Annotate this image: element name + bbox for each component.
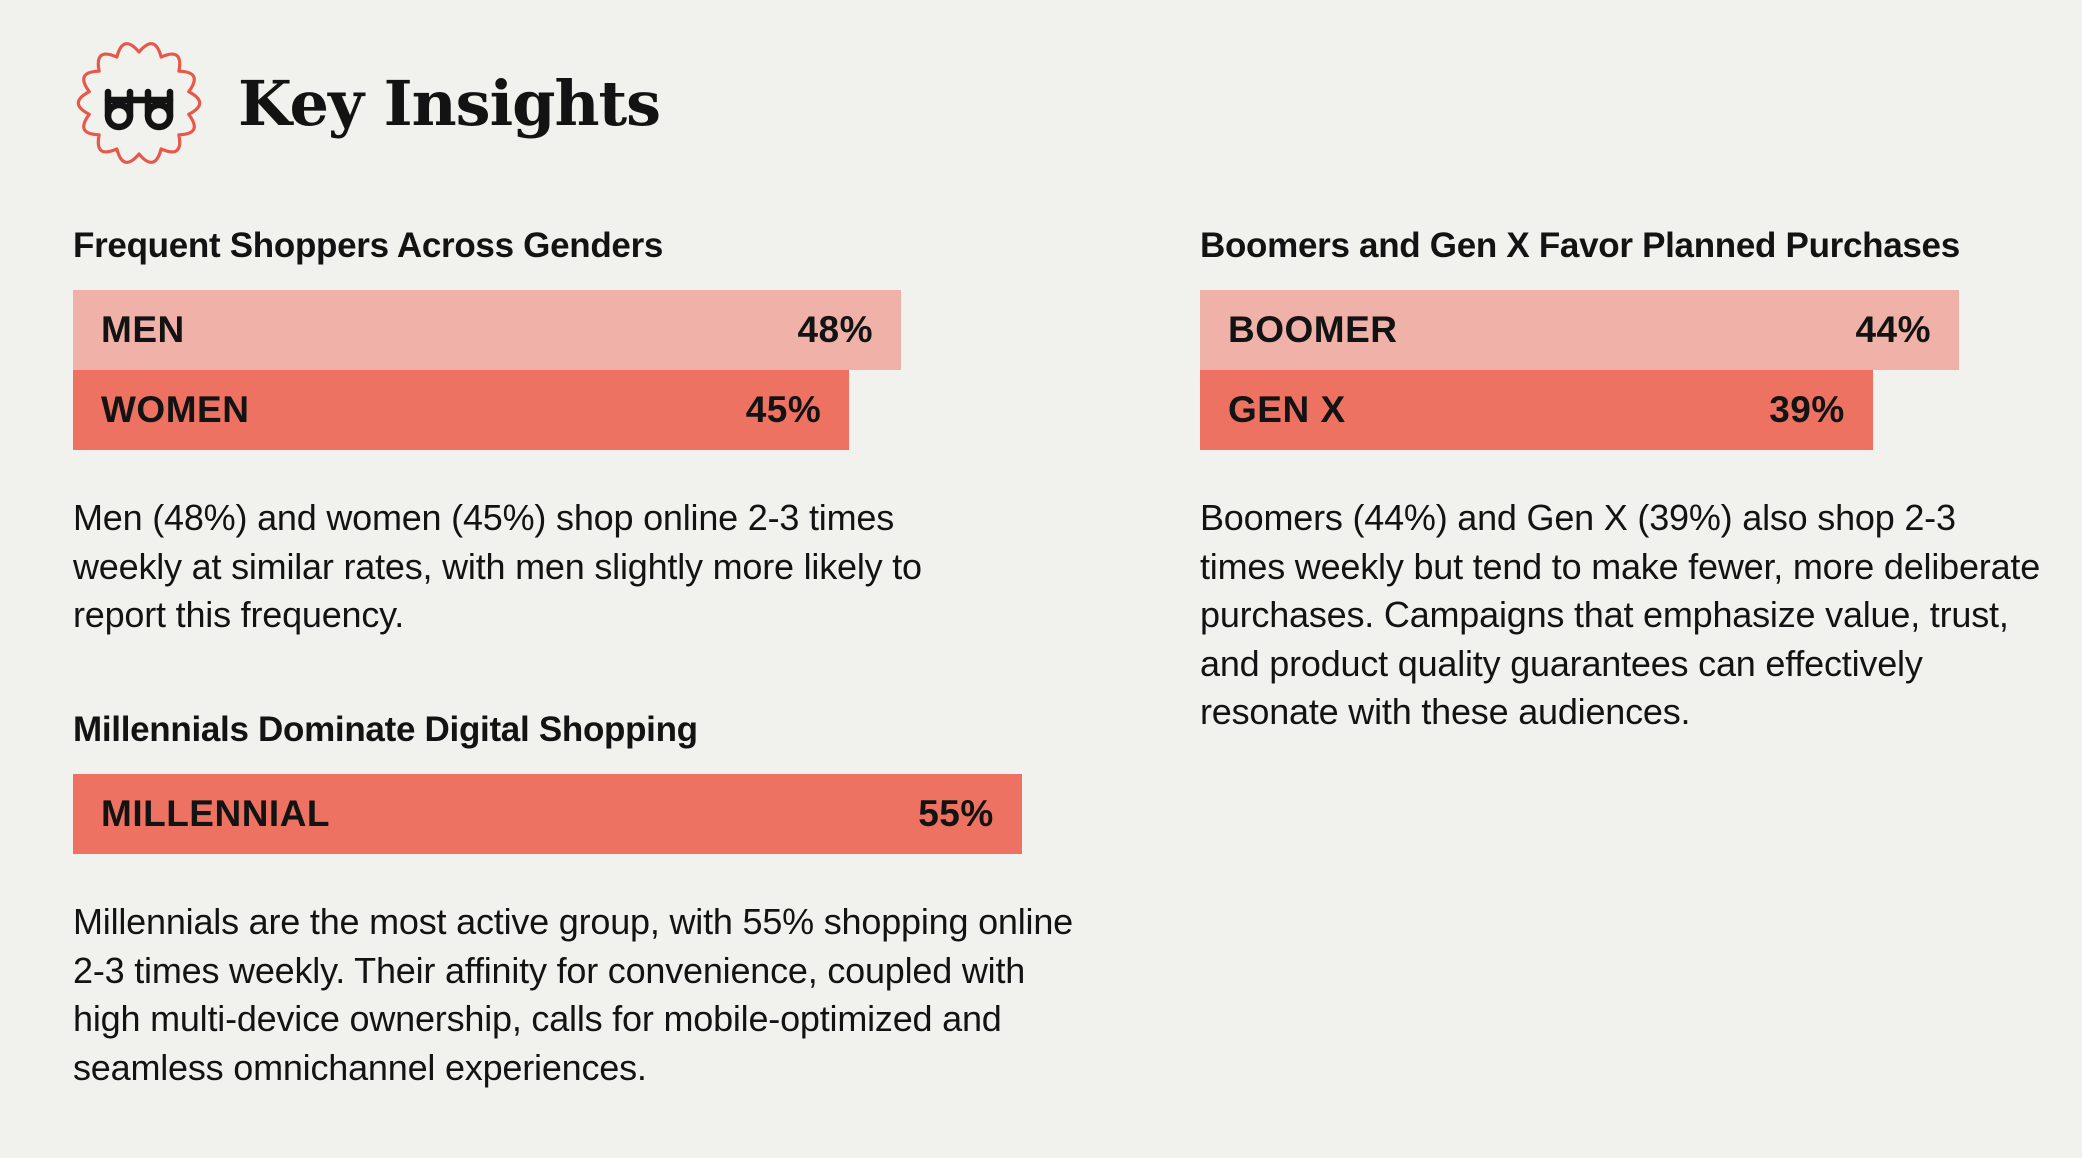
generations-section-title: Boomers and Gen X Favor Planned Purchase… xyxy=(1200,226,1960,265)
page-header: Key Insights xyxy=(70,36,661,170)
binoculars-glyph xyxy=(104,88,174,131)
bar-category-label: GEN X xyxy=(1228,389,1346,430)
bar-value-label: 48% xyxy=(797,309,873,350)
bar-category-label: MEN xyxy=(101,309,185,350)
millennial-chart: MILLENNIAL 55% xyxy=(73,774,1083,854)
bar-value-label: 45% xyxy=(745,389,822,430)
bar-boomer: BOOMER 44% xyxy=(1200,290,1959,370)
page-title: Key Insights xyxy=(238,66,661,140)
bar-category-label: MILLENNIAL xyxy=(101,793,331,834)
gender-section-title: Frequent Shoppers Across Genders xyxy=(73,226,664,265)
gender-chart: MEN 48% WOMEN 45% xyxy=(73,290,973,450)
bar-men: MEN 48% xyxy=(73,290,901,370)
millennial-description: Millennials are the most active group, w… xyxy=(73,901,1073,1088)
bar-value-label: 39% xyxy=(1769,389,1845,430)
generations-chart: BOOMER 44% GEN X 39% xyxy=(1200,290,2040,450)
bar-value-label: 44% xyxy=(1855,309,1931,350)
bar-millennial: MILLENNIAL 55% xyxy=(73,774,1022,854)
generations-description: Boomers (44%) and Gen X (39%) also shop … xyxy=(1200,497,2041,732)
gender-description: Men (48%) and women (45%) shop online 2-… xyxy=(73,497,922,635)
millennial-section-title: Millennials Dominate Digital Shopping xyxy=(73,710,698,749)
binoculars-icon xyxy=(70,36,208,170)
badge-svg xyxy=(76,42,202,164)
bar-women: WOMEN 45% xyxy=(73,370,850,450)
gender-section: Frequent Shoppers Across Genders MEN 48% W… xyxy=(73,224,973,640)
bar-category-label: WOMEN xyxy=(101,389,250,430)
scalloped-badge-outline xyxy=(76,42,202,164)
bar-category-label: BOOMER xyxy=(1228,309,1398,350)
bar-gen-x: GEN X 39% xyxy=(1200,370,1873,450)
bar-value-label: 55% xyxy=(918,793,994,834)
millennial-section: Millennials Dominate Digital Shopping MI… xyxy=(73,708,1083,1092)
generations-section: Boomers and Gen X Favor Planned Purchase… xyxy=(1200,224,2040,737)
